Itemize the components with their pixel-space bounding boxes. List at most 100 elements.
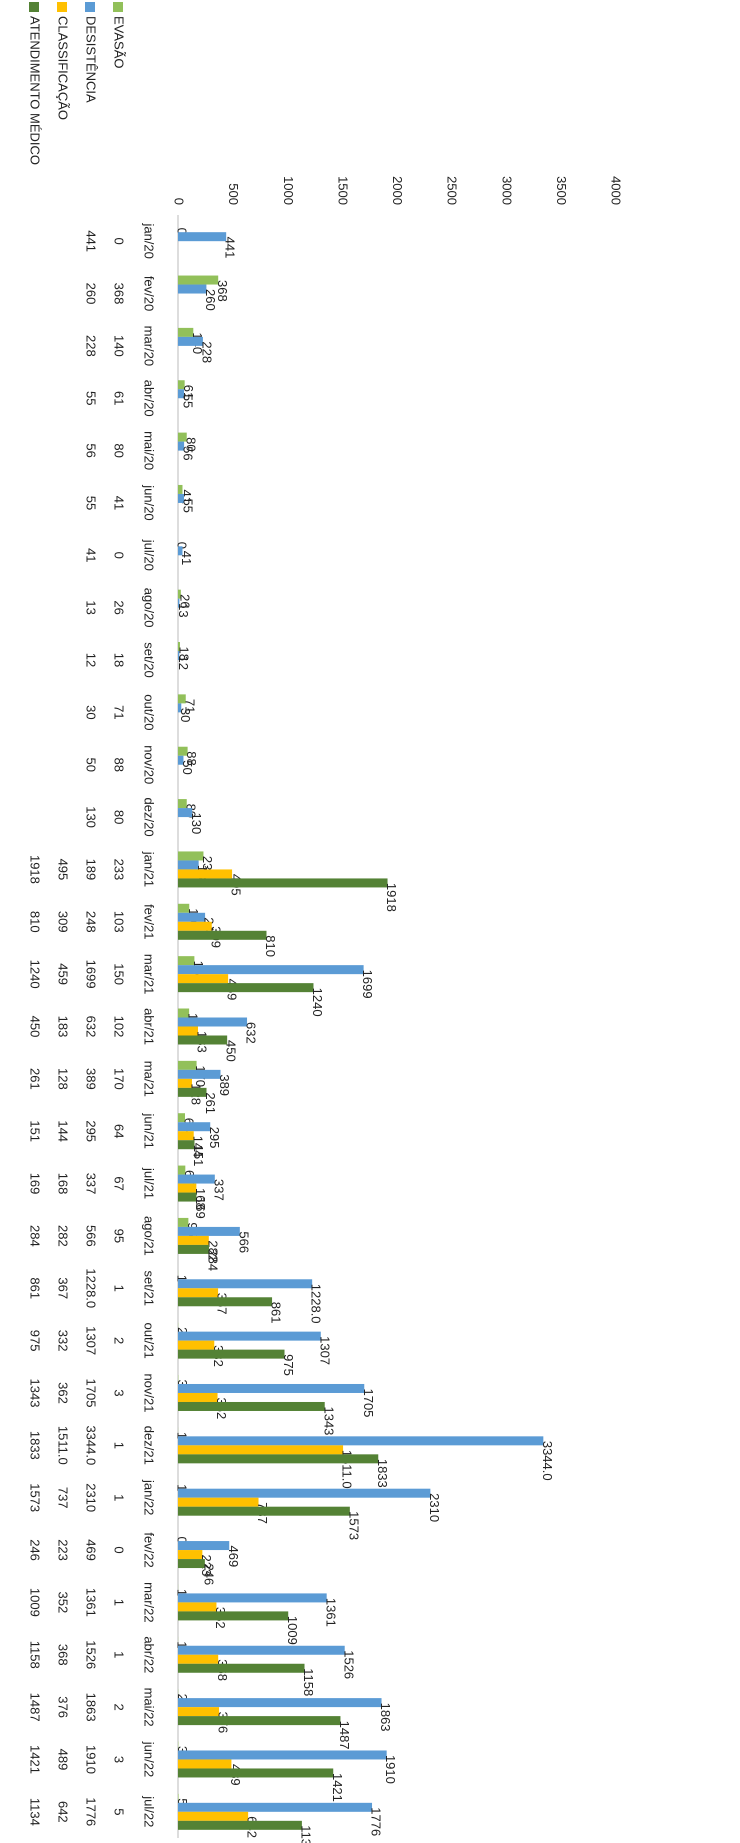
category-label: ma/21: [142, 1061, 157, 1097]
category-label: ago/20: [142, 588, 157, 628]
bar: [178, 1192, 197, 1202]
table-cell: 975: [28, 1330, 43, 1352]
category-label: mar/21: [142, 954, 157, 994]
table-cell: 1833: [28, 1431, 43, 1460]
x-tick-label: 3500: [554, 176, 569, 205]
data-label: 337: [211, 1179, 226, 1201]
table-cell: 737: [56, 1487, 71, 1509]
bar: [178, 799, 187, 809]
bar: [178, 1802, 373, 1812]
table-cell: 80: [112, 810, 127, 824]
bar: [178, 1550, 203, 1560]
bar: [178, 869, 233, 879]
table-cell: 309: [56, 911, 71, 933]
data-label: 1240: [310, 988, 325, 1017]
table-cell: 861: [28, 1277, 43, 1299]
bar: [178, 1602, 217, 1612]
table-cell: 1: [112, 1651, 127, 1658]
bar: [178, 1654, 219, 1664]
data-label: 1009: [285, 1616, 300, 1645]
bar: [178, 694, 186, 704]
x-tick-label: 3000: [499, 176, 514, 205]
bar: [178, 746, 188, 756]
category-label: jan/22: [142, 1479, 157, 1515]
data-label: 2: [175, 1327, 190, 1334]
bar: [178, 1541, 230, 1551]
table-cell: 389: [84, 1068, 99, 1090]
bar: [178, 1663, 305, 1673]
bar: [178, 651, 180, 661]
bar: [178, 1078, 192, 1088]
data-label: 1: [175, 1275, 190, 1282]
data-label: 1526: [341, 1650, 356, 1679]
table-cell: 632: [84, 1016, 99, 1038]
table-cell: 228: [84, 335, 99, 357]
bar: [178, 1401, 325, 1411]
bar: [178, 1707, 220, 1717]
category-label: abr/20: [142, 380, 157, 417]
table-cell: 459: [56, 963, 71, 985]
table-cell: 130: [84, 806, 99, 828]
bar: [178, 1087, 207, 1097]
table-cell: 151: [28, 1120, 43, 1142]
data-label: 0: [175, 1537, 190, 1544]
bar: [178, 484, 183, 494]
data-label: 469: [226, 1546, 241, 1568]
data-label: 975: [281, 1354, 296, 1376]
table-cell: 1910: [84, 1745, 99, 1774]
x-tick-label: 1500: [335, 176, 350, 205]
table-cell: 55: [84, 496, 99, 510]
bar: [178, 232, 227, 242]
table-cell: 1421: [28, 1745, 43, 1774]
table-cell: 41: [112, 496, 127, 510]
category-label: jun/22: [142, 1741, 157, 1777]
bar: [178, 1611, 289, 1621]
table-cell: 140: [112, 335, 127, 357]
legend-label: CLASSIFICAÇÃO: [56, 16, 71, 120]
bar: [178, 1698, 382, 1708]
bar: [178, 1279, 313, 1289]
table-cell: 1487: [28, 1693, 43, 1722]
data-label: 41: [179, 551, 194, 565]
bar: [178, 1069, 221, 1079]
legend-swatch: [57, 2, 67, 12]
bar: [178, 1768, 334, 1778]
data-label: 1: [175, 1432, 190, 1439]
bar: [178, 1008, 190, 1018]
category-label: abr/22: [142, 1636, 157, 1673]
bar: [178, 1122, 211, 1132]
x-tick-label: 4000: [609, 176, 624, 205]
bar: [178, 808, 193, 818]
bar: [178, 903, 190, 913]
bar: [178, 1793, 179, 1803]
table-cell: 1361: [84, 1588, 99, 1617]
category-label: fev/21: [142, 904, 157, 939]
table-cell: 183: [56, 1016, 71, 1038]
table-cell: 3344.0: [84, 1425, 99, 1465]
bar: [178, 983, 314, 993]
table-cell: 368: [56, 1644, 71, 1666]
table-cell: 26: [112, 600, 127, 614]
category-label: nov/20: [142, 745, 157, 784]
bar: [178, 851, 204, 861]
table-cell: 0: [112, 1546, 127, 1553]
data-label: 18: [177, 647, 192, 661]
data-label: 1699: [360, 970, 375, 999]
table-cell: 0: [112, 238, 127, 245]
bar: [178, 1026, 198, 1036]
bar: [178, 1383, 365, 1393]
category-label: jun/21: [142, 1112, 157, 1148]
bar: [178, 275, 219, 285]
table-cell: 1: [112, 1442, 127, 1449]
data-label: 12: [176, 656, 191, 670]
bar: [178, 1165, 186, 1175]
bar: [178, 1497, 259, 1507]
data-label: 56: [181, 446, 196, 460]
table-cell: 1573: [28, 1483, 43, 1512]
category-label: abr/21: [142, 1008, 157, 1045]
table-cell: 810: [28, 911, 43, 933]
table-cell: 1511.0: [56, 1426, 71, 1465]
legend-label: DESISTÊNCIA: [84, 16, 99, 103]
category-label: set/21: [142, 1271, 157, 1306]
